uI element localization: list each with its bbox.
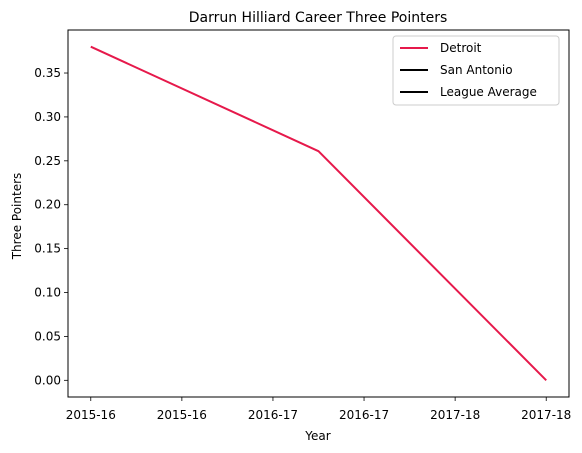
series-layer — [90, 45, 547, 382]
series-line-detroit — [90, 45, 547, 382]
y-tick-label: 0.30 — [34, 110, 61, 124]
legend-box — [392, 35, 560, 106]
x-tick-label: 2017-18 — [430, 408, 480, 422]
chart-title: Darrun Hilliard Career Three Pointers — [189, 10, 448, 26]
legend-label: Detroit — [440, 41, 482, 55]
x-tick-label: 2015-16 — [157, 408, 207, 422]
y-axis-label: Three Pointers — [10, 173, 24, 261]
legend-label: San Antonio — [440, 63, 513, 77]
y-tick-label: 0.05 — [34, 329, 61, 343]
plot-area — [67, 29, 570, 398]
x-tick-label: 2015-16 — [66, 408, 116, 422]
y-tick-label: 0.20 — [34, 198, 61, 212]
legend-items: Detroit San Antonio League Average — [400, 41, 537, 99]
x-tick-label: 2016-17 — [339, 408, 389, 422]
y-tick-label: 0.00 — [34, 373, 61, 387]
y-tick-label: 0.15 — [34, 242, 61, 256]
y-tick-label: 0.35 — [34, 66, 61, 80]
legend: Detroit San Antonio League Average — [392, 35, 560, 106]
plot-frame — [67, 29, 570, 398]
x-axis-ticks: 2015-16 2015-16 2016-17 2016-17 2017-18 2017-… — [66, 397, 571, 422]
x-tick-label: 2016-17 — [248, 408, 298, 422]
legend-label: League Average — [440, 85, 537, 99]
y-axis-ticks: 0.00 0.05 0.10 0.15 0.20 0.25 0.30 0.35 — [34, 66, 68, 387]
y-tick-label: 0.25 — [34, 154, 61, 168]
x-tick-label: 2017-18 — [521, 408, 571, 422]
x-axis-label: Year — [304, 429, 330, 443]
y-tick-label: 0.10 — [34, 286, 61, 300]
